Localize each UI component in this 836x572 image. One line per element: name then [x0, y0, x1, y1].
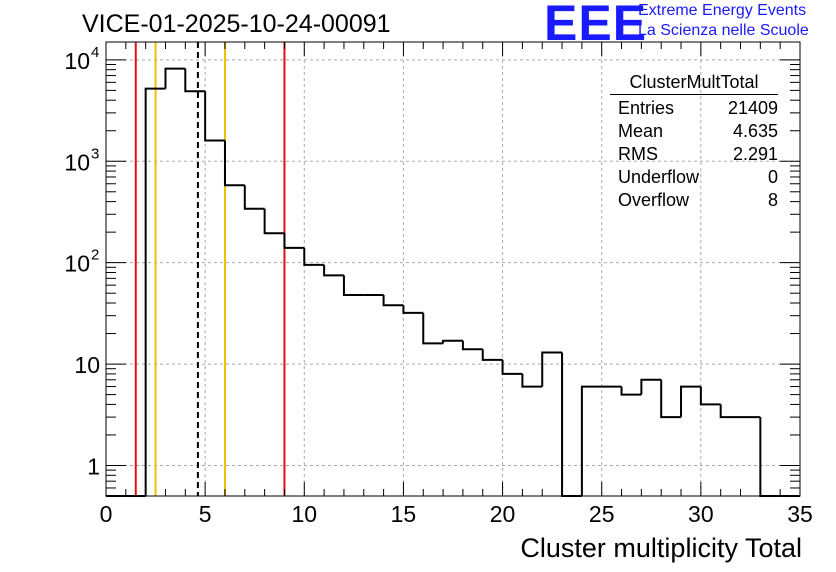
histogram-bin: [561, 352, 582, 497]
y-tick-exponent: 3: [91, 145, 99, 162]
x-axis-label: Cluster multiplicity Total: [520, 533, 802, 563]
stats-row-rms: RMS 2.291: [610, 143, 778, 166]
y-tick-label: 1: [87, 453, 100, 479]
stats-value: 21409: [727, 98, 778, 118]
x-tick-label: 35: [787, 501, 813, 527]
histogram-bin: [342, 275, 364, 296]
histogram-bin: [541, 351, 563, 387]
y-tick-exponent: 4: [91, 44, 99, 61]
stats-value: 0: [767, 167, 778, 187]
histogram-bin: [422, 312, 444, 345]
logo-line-2: La Scienza nelle Scuole: [638, 22, 809, 39]
logo-mark: EEE: [544, 0, 648, 51]
stats-label: RMS: [618, 144, 658, 164]
stats-row-mean: Mean 4.635: [610, 120, 778, 143]
stats-value: 8: [767, 190, 778, 210]
histogram-bin: [402, 305, 424, 314]
histogram-bin: [640, 378, 662, 395]
stats-label: Mean: [618, 121, 664, 141]
histogram-bin: [223, 140, 245, 187]
logo-line-1: Extreme Energy Events: [638, 2, 807, 19]
x-tick-label: 15: [391, 501, 417, 527]
histogram-bin: [283, 233, 305, 249]
stats-label: Overflow: [618, 190, 690, 210]
histogram-bin: [382, 294, 404, 307]
x-tick-label: 10: [291, 501, 317, 527]
stats-title: ClusterMultTotal: [610, 72, 778, 95]
stats-box: ClusterMultTotal Entries 21409 Mean 4.63…: [610, 72, 778, 212]
stats-label: Underflow: [618, 167, 700, 187]
histogram-bin: [501, 359, 523, 375]
histogram-bin: [759, 417, 781, 497]
histogram-bin: [184, 68, 206, 93]
histogram-bin: [680, 385, 701, 418]
histogram-bin: [620, 386, 642, 396]
histogram-bin: [660, 379, 682, 419]
stats-row-entries: Entries 21409: [610, 97, 778, 120]
plot-frame: [105, 41, 801, 497]
y-tick-exponent: 2: [91, 247, 99, 264]
page-title: VICE-01-2025-10-24-00091: [82, 10, 391, 38]
y-tick-label: 10: [64, 48, 90, 74]
histogram-bin: [144, 87, 166, 496]
histogram-bin: [323, 264, 344, 277]
histogram-bin: [481, 349, 503, 361]
stats-label: Entries: [618, 98, 675, 118]
x-tick-label: 0: [100, 501, 113, 527]
x-tick-label: 30: [688, 501, 714, 527]
x-tick-label: 20: [490, 501, 516, 527]
histogram-bin: [263, 208, 285, 235]
histogram-bin: [303, 247, 325, 266]
histogram-bin: [719, 404, 741, 419]
histogram-bin: [204, 91, 225, 142]
reference-lines: [134, 42, 286, 496]
stats-row-overflow: Overflow 8: [610, 189, 778, 212]
histogram-bin: [243, 185, 265, 210]
x-tick-label: 5: [199, 501, 212, 527]
x-tick-label: 25: [589, 501, 615, 527]
stats-value: 2.291: [732, 144, 778, 164]
histogram-bin: [521, 373, 543, 388]
stats-row-underflow: Underflow 0: [610, 166, 778, 189]
y-tick-label: 10: [64, 149, 90, 175]
y-tick-label: 10: [64, 251, 90, 277]
eee-logo: EEE Extreme Energy Events La Scienza nel…: [540, 0, 836, 51]
axis-ticks: [105, 42, 801, 497]
histogram-bin: [164, 67, 186, 89]
y-tick-label: 10: [74, 352, 100, 378]
stats-value: 4.635: [732, 121, 778, 141]
histogram-bin: [699, 386, 721, 406]
grid-layer: [106, 42, 800, 496]
histogram-bin: [580, 385, 602, 496]
histogram-bin: [461, 340, 483, 351]
histogram-bin: [442, 339, 463, 344]
